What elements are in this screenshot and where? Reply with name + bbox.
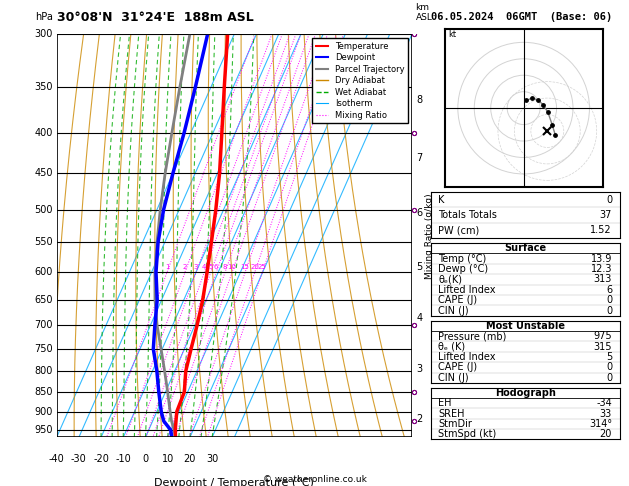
Text: 10: 10 — [162, 453, 174, 464]
Text: 25: 25 — [258, 264, 267, 270]
Text: hPa: hPa — [35, 12, 53, 22]
Text: 3: 3 — [194, 264, 198, 270]
Legend: Temperature, Dewpoint, Parcel Trajectory, Dry Adiabat, Wet Adiabat, Isotherm, Mi: Temperature, Dewpoint, Parcel Trajectory… — [313, 38, 408, 123]
Text: 2: 2 — [416, 414, 423, 424]
Text: 315: 315 — [594, 342, 612, 352]
Text: km
ASL: km ASL — [416, 3, 432, 22]
Text: kt: kt — [448, 31, 456, 39]
Text: Totals Totals: Totals Totals — [438, 210, 498, 220]
Text: -20: -20 — [93, 453, 109, 464]
Text: 650: 650 — [35, 295, 53, 305]
Text: 450: 450 — [35, 168, 53, 178]
Text: 5: 5 — [416, 261, 423, 272]
Text: 400: 400 — [35, 128, 53, 138]
Text: 850: 850 — [35, 387, 53, 397]
Point — [533, 96, 543, 104]
Point — [527, 94, 537, 102]
Text: 4: 4 — [202, 264, 206, 270]
Text: StmDir: StmDir — [438, 419, 472, 429]
Text: 500: 500 — [35, 205, 53, 215]
Text: -40: -40 — [48, 453, 65, 464]
Text: Lifted Index: Lifted Index — [438, 352, 496, 362]
Text: 0: 0 — [606, 373, 612, 383]
Text: 314°: 314° — [589, 419, 612, 429]
Text: © weatheronline.co.uk: © weatheronline.co.uk — [262, 474, 367, 484]
Text: 0: 0 — [606, 195, 612, 205]
Text: 0: 0 — [606, 363, 612, 372]
Text: 30: 30 — [206, 453, 218, 464]
Point — [547, 121, 557, 128]
Point — [521, 97, 532, 104]
Text: 37: 37 — [599, 210, 612, 220]
Text: 600: 600 — [35, 267, 53, 278]
Text: 550: 550 — [35, 237, 53, 247]
Text: 20: 20 — [599, 429, 612, 439]
Text: CIN (J): CIN (J) — [438, 306, 469, 316]
Text: 5: 5 — [606, 352, 612, 362]
Text: 0: 0 — [606, 295, 612, 305]
Text: 5: 5 — [209, 264, 213, 270]
Text: PW (cm): PW (cm) — [438, 226, 480, 235]
Text: Mixing Ratio (g/kg): Mixing Ratio (g/kg) — [425, 193, 434, 278]
Text: 13.9: 13.9 — [591, 254, 612, 263]
Text: 900: 900 — [35, 407, 53, 417]
Text: 800: 800 — [35, 366, 53, 376]
Text: 350: 350 — [35, 82, 53, 92]
Text: 20: 20 — [184, 453, 196, 464]
Text: 8: 8 — [223, 264, 227, 270]
Text: Dewp (°C): Dewp (°C) — [438, 264, 489, 274]
Text: θₑ (K): θₑ (K) — [438, 342, 465, 352]
Text: 0: 0 — [142, 453, 148, 464]
Text: 20: 20 — [250, 264, 259, 270]
Text: Pressure (mb): Pressure (mb) — [438, 331, 507, 341]
Text: -10: -10 — [115, 453, 131, 464]
Text: -34: -34 — [596, 399, 612, 408]
Point — [550, 131, 560, 139]
Text: 2: 2 — [183, 264, 187, 270]
Text: 4: 4 — [416, 313, 423, 323]
Text: 1: 1 — [165, 264, 169, 270]
Text: 300: 300 — [35, 29, 53, 39]
Text: 7: 7 — [416, 153, 423, 163]
Text: Most Unstable: Most Unstable — [486, 321, 565, 331]
Text: 950: 950 — [35, 425, 53, 435]
Text: 33: 33 — [600, 409, 612, 418]
Text: 975: 975 — [593, 331, 612, 341]
Text: 1.52: 1.52 — [591, 226, 612, 235]
Text: Hodograph: Hodograph — [495, 388, 555, 398]
Text: 6: 6 — [606, 285, 612, 295]
Text: 700: 700 — [35, 320, 53, 330]
Text: EH: EH — [438, 399, 452, 408]
Text: 3: 3 — [416, 364, 423, 374]
Point — [538, 101, 548, 108]
Text: θₑ(K): θₑ(K) — [438, 275, 462, 284]
Text: 6: 6 — [416, 208, 423, 218]
Text: Dewpoint / Temperature (°C): Dewpoint / Temperature (°C) — [154, 478, 314, 486]
Text: 8: 8 — [416, 95, 423, 104]
Text: Surface: Surface — [504, 243, 546, 253]
Text: 06.05.2024  06GMT  (Base: 06): 06.05.2024 06GMT (Base: 06) — [431, 12, 612, 22]
Text: 30°08'N  31°24'E  188m ASL: 30°08'N 31°24'E 188m ASL — [57, 11, 253, 24]
Text: CIN (J): CIN (J) — [438, 373, 469, 383]
Text: 15: 15 — [241, 264, 250, 270]
Text: Lifted Index: Lifted Index — [438, 285, 496, 295]
Text: CAPE (J): CAPE (J) — [438, 363, 477, 372]
Text: 10: 10 — [228, 264, 237, 270]
Text: K: K — [438, 195, 445, 205]
Text: 313: 313 — [594, 275, 612, 284]
Text: 750: 750 — [35, 344, 53, 354]
Text: 0: 0 — [606, 306, 612, 316]
Text: SREH: SREH — [438, 409, 465, 418]
Text: 12.3: 12.3 — [591, 264, 612, 274]
Text: -30: -30 — [71, 453, 87, 464]
Text: CAPE (J): CAPE (J) — [438, 295, 477, 305]
Text: Temp (°C): Temp (°C) — [438, 254, 487, 263]
Text: 6: 6 — [214, 264, 218, 270]
Text: StmSpd (kt): StmSpd (kt) — [438, 429, 497, 439]
Point — [543, 108, 553, 116]
